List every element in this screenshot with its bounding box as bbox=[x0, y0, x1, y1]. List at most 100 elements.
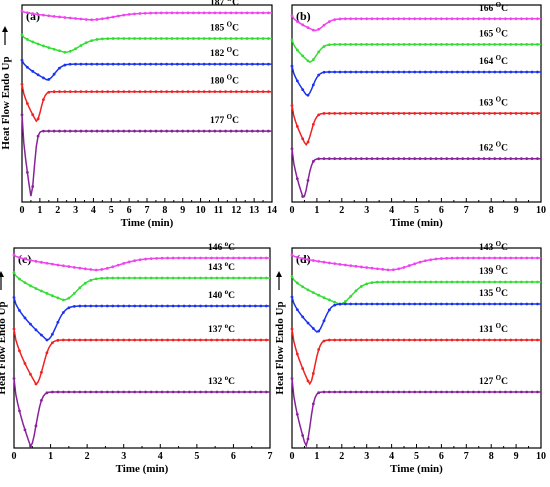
data-point bbox=[94, 268, 98, 272]
data-point bbox=[177, 390, 180, 394]
series-line bbox=[291, 105, 541, 146]
data-point bbox=[343, 390, 347, 394]
data-point bbox=[306, 26, 310, 30]
data-point bbox=[402, 265, 406, 269]
data-point bbox=[301, 88, 305, 92]
data-point bbox=[327, 261, 331, 265]
data-point bbox=[413, 390, 417, 394]
data-point bbox=[181, 62, 185, 66]
data-point bbox=[525, 111, 529, 115]
data-point bbox=[397, 111, 401, 115]
data-point bbox=[192, 62, 195, 66]
data-point bbox=[343, 43, 347, 46]
data-point bbox=[175, 129, 179, 133]
data-point bbox=[138, 276, 142, 280]
data-point bbox=[343, 338, 347, 342]
data-point bbox=[138, 304, 142, 308]
data-point bbox=[333, 157, 337, 161]
x-tick-label: 5 bbox=[414, 205, 419, 216]
data-point bbox=[79, 44, 83, 47]
data-point bbox=[149, 338, 153, 342]
data-point bbox=[245, 129, 249, 133]
data-point bbox=[386, 280, 390, 284]
data-point bbox=[155, 256, 159, 260]
data-point bbox=[177, 338, 180, 342]
data-point bbox=[83, 338, 87, 342]
data-point bbox=[482, 256, 486, 260]
data-point bbox=[250, 129, 254, 133]
data-point bbox=[51, 341, 54, 345]
x-tick-label: 0 bbox=[290, 451, 295, 462]
data-point bbox=[29, 444, 32, 448]
data-point bbox=[90, 129, 94, 133]
data-point bbox=[56, 296, 60, 300]
data-point bbox=[52, 14, 56, 18]
x-tick-label: 12 bbox=[231, 205, 241, 216]
data-point bbox=[295, 20, 299, 23]
data-point bbox=[413, 280, 417, 284]
series-164: 164 OC bbox=[290, 54, 541, 97]
data-point bbox=[498, 111, 502, 115]
data-point bbox=[525, 43, 529, 46]
data-point bbox=[365, 302, 369, 306]
data-point bbox=[365, 157, 369, 161]
data-point bbox=[413, 43, 417, 46]
data-point bbox=[259, 256, 263, 260]
data-point bbox=[381, 267, 385, 271]
series-line bbox=[13, 328, 270, 386]
data-point bbox=[58, 15, 61, 19]
data-point bbox=[68, 16, 72, 20]
data-point bbox=[509, 17, 513, 21]
data-point bbox=[466, 390, 470, 394]
data-point bbox=[493, 17, 497, 21]
data-point bbox=[68, 62, 72, 66]
data-point bbox=[45, 391, 49, 395]
data-point bbox=[338, 390, 342, 394]
data-point bbox=[472, 338, 475, 342]
data-point bbox=[386, 338, 390, 342]
temperature-label: 185 OC bbox=[210, 20, 239, 33]
data-point bbox=[488, 70, 491, 74]
data-point bbox=[111, 276, 115, 280]
data-point bbox=[311, 83, 315, 87]
data-point bbox=[402, 338, 406, 342]
data-point bbox=[391, 338, 395, 342]
data-point bbox=[429, 302, 433, 306]
data-point bbox=[488, 43, 491, 46]
data-point bbox=[133, 304, 137, 308]
data-point bbox=[229, 11, 233, 15]
data-point bbox=[306, 437, 310, 441]
data-point bbox=[514, 70, 518, 74]
data-point bbox=[445, 280, 449, 284]
data-point bbox=[381, 17, 385, 21]
data-point bbox=[381, 111, 385, 115]
data-point bbox=[58, 66, 61, 70]
data-point bbox=[67, 296, 71, 300]
data-point bbox=[83, 390, 87, 394]
data-point bbox=[413, 157, 417, 161]
data-point bbox=[407, 17, 411, 21]
data-point bbox=[166, 304, 170, 308]
data-point bbox=[493, 157, 497, 161]
data-point bbox=[56, 338, 60, 342]
data-point bbox=[333, 262, 337, 266]
data-point bbox=[155, 276, 159, 280]
data-point bbox=[89, 304, 93, 308]
data-point bbox=[498, 280, 502, 284]
data-point bbox=[29, 258, 32, 262]
data-point bbox=[34, 287, 38, 290]
data-point bbox=[267, 62, 270, 66]
data-point bbox=[229, 90, 233, 94]
data-point bbox=[89, 268, 93, 271]
data-point bbox=[477, 338, 481, 342]
data-point bbox=[440, 111, 443, 115]
data-point bbox=[536, 70, 539, 74]
data-point bbox=[381, 338, 385, 342]
x-tick-label: 0 bbox=[290, 205, 295, 216]
data-point bbox=[317, 27, 321, 31]
data-point bbox=[31, 69, 35, 73]
data-point bbox=[333, 303, 337, 307]
data-point bbox=[51, 390, 54, 394]
data-point bbox=[100, 37, 104, 41]
